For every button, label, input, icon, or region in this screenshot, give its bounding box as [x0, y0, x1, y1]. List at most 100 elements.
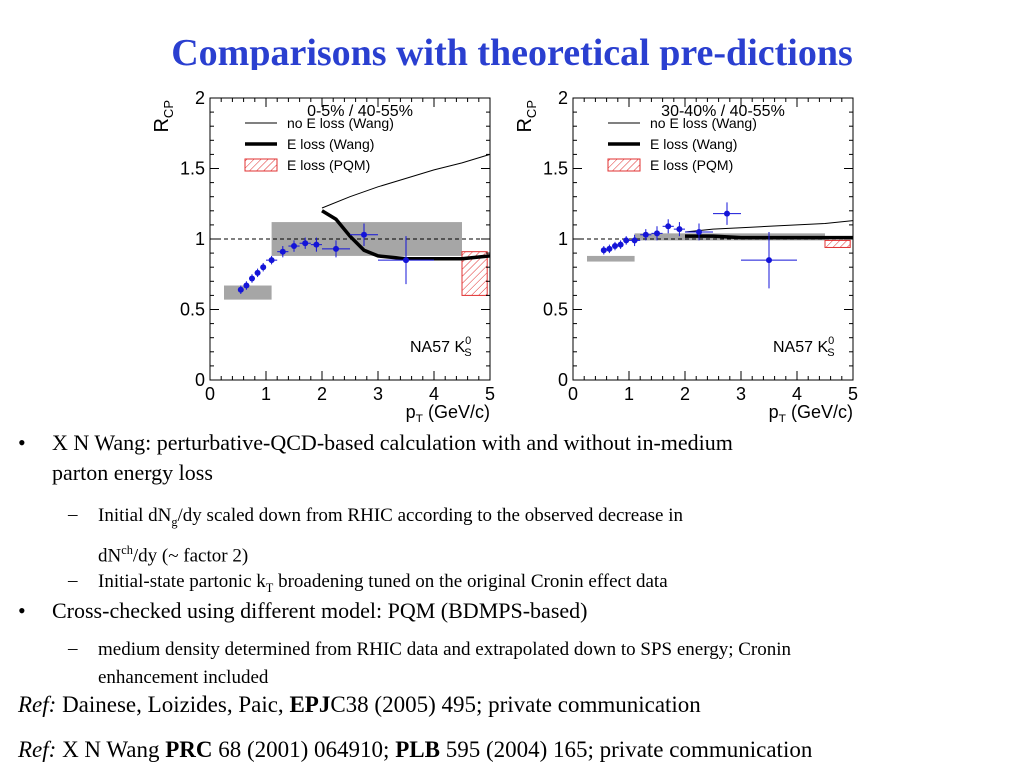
systematic-error-box: [587, 255, 635, 262]
reference-2-authors: X N Wang: [56, 737, 166, 762]
data-point: [291, 243, 297, 250]
legend-label: no E loss (Wang): [650, 115, 757, 131]
sub-bullet-medium-line2: enhancement included: [98, 667, 269, 688]
bullet-wang-line1: X N Wang: perturbative-QCD-based calcula…: [52, 430, 733, 455]
sub-bullet-medium-line1: medium density determined from RHIC data…: [98, 639, 792, 660]
sub-bullet-kt-sub: T: [265, 580, 274, 595]
y-tick-label: 1.5: [543, 159, 568, 179]
legend-swatch-pqm: [607, 158, 641, 172]
data-point: [302, 240, 309, 247]
legend-label: no E loss (Wang): [287, 115, 394, 131]
reference-2-journal-1: PRC: [165, 737, 213, 762]
data-point: [631, 237, 638, 244]
experiment-annotation: NA57 K0 S: [773, 335, 835, 359]
reference-2-journal-2: PLB: [395, 737, 440, 762]
bullet-wang-line2: parton energy loss: [52, 460, 213, 485]
data-point: [654, 230, 660, 237]
x-tick-label: 2: [680, 384, 690, 404]
reference-1: Ref: Dainese, Loizides, Paic, EPJC38 (20…: [18, 692, 701, 718]
slide-title: Comparisons with theoretical pre-diction…: [171, 32, 853, 70]
sub-bullet-dndy-sub: g: [171, 514, 178, 529]
sub-bullet-medium: medium density determined from RHIC data…: [98, 636, 1024, 692]
data-point: [617, 241, 624, 248]
chart-svg: 0 1 2 3 4 5 0 0.5 1 1.5 2 pT (GeV/c) RCP 0-5% / 40-55…: [151, 88, 495, 422]
data-point: [724, 210, 730, 217]
data-point: [268, 257, 275, 264]
reference-1-label: Ref:: [18, 692, 57, 717]
sub-bullet-dndy-d: /dy (~ factor 2): [132, 545, 249, 567]
x-tick-label: 4: [429, 384, 439, 404]
x-tick-label: 3: [736, 384, 746, 404]
legend-label: E loss (PQM): [287, 157, 370, 173]
chart-central-peripheral: 0 1 2 3 4 5 0 0.5 1 1.5 2 pT (GeV/c) RCP 0-5% / 40-55…: [140, 82, 512, 422]
reference-1-rest: C38 (2005) 495; private communication: [330, 692, 701, 717]
curve-no-eloss: [684, 220, 854, 233]
bullet-marker: •: [18, 598, 26, 623]
y-tick-label: 0.5: [543, 300, 568, 320]
legend-label: E loss (Wang): [650, 136, 737, 152]
x-tick-label: 3: [373, 384, 383, 404]
x-tick-label: 5: [848, 384, 858, 404]
data-point: [279, 248, 286, 255]
y-tick-label: 0: [195, 370, 205, 390]
y-tick-label: 2: [195, 88, 205, 108]
data-point: [361, 231, 367, 238]
x-tick-label: 0: [568, 384, 578, 404]
curve-no-eloss: [321, 153, 491, 209]
x-axis-label: pT (GeV/c): [406, 402, 490, 422]
reference-2-rest: 595 (2004) 165; private communication: [439, 737, 813, 762]
reference-2-label: Ref:: [18, 737, 57, 762]
data-point: [623, 237, 630, 244]
bullet-pqm-text: Cross-checked using different model: PQM…: [52, 598, 588, 623]
legend-label: E loss (Wang): [287, 136, 374, 152]
y-axis-label: RCP: [151, 100, 176, 133]
sub-bullet-marker: –: [68, 570, 78, 591]
y-tick-label: 0.5: [180, 300, 205, 320]
y-axis-label: RCP: [514, 100, 539, 133]
pqm-prediction-box: [824, 239, 851, 248]
data-point: [642, 231, 649, 238]
data-point: [333, 245, 339, 252]
legend-swatch-pqm: [244, 158, 278, 172]
sub-bullet-kt-b: broadening tuned on the original Cronin …: [273, 571, 668, 592]
sub-bullet-dndy-sup: ch: [121, 542, 133, 557]
x-tick-label: 4: [792, 384, 802, 404]
data-point: [313, 241, 320, 248]
chart-semiperipheral-peripheral: 0 1 2 3 4 5 0 0.5 1 1.5 2 pT (GeV/c) RCP 30-40% / 40-…: [503, 82, 875, 422]
bullet-marker: •: [18, 430, 26, 455]
panel-label: 30-40% / 40-55%: [661, 103, 785, 120]
data-point: [612, 243, 618, 250]
bullet-wang: X N Wang: perturbative-QCD-based calcula…: [52, 428, 733, 488]
sub-bullet-kt-a: Initial-state partonic k: [98, 571, 266, 592]
y-tick-label: 1: [195, 229, 205, 249]
x-axis-label: pT (GeV/c): [769, 402, 853, 422]
reference-2: Ref: X N Wang PRC 68 (2001) 064910; PLB …: [18, 737, 812, 763]
y-tick-label: 1: [558, 229, 568, 249]
sub-bullet-kt: Initial-state partonic kT broadening tun…: [98, 568, 668, 602]
data-point: [249, 275, 255, 282]
x-tick-label: 1: [624, 384, 634, 404]
data-point: [254, 269, 261, 276]
experiment-annotation: NA57 K0 S: [410, 335, 472, 359]
sub-bullet-dndy: Initial dNg/dy scaled down from RHIC acc…: [98, 502, 683, 570]
curve-eloss: [321, 209, 491, 261]
sub-bullet-marker: –: [68, 638, 78, 659]
y-tick-label: 2: [558, 88, 568, 108]
bullet-pqm: Cross-checked using different model: PQM…: [52, 596, 587, 626]
sub-bullet-marker: –: [68, 504, 78, 525]
x-tick-label: 5: [485, 384, 495, 404]
data-point: [676, 226, 683, 233]
x-tick-label: 0: [205, 384, 215, 404]
x-tick-label: 2: [317, 384, 327, 404]
sub-bullet-dndy-b: /dy scaled down from RHIC according to t…: [177, 505, 683, 526]
chart-svg: 0 1 2 3 4 5 0 0.5 1 1.5 2 pT (GeV/c) RCP 30-40% / 40-…: [514, 88, 858, 422]
y-tick-label: 0: [558, 370, 568, 390]
y-tick-label: 1.5: [180, 159, 205, 179]
data-point: [260, 264, 267, 271]
sub-bullet-dndy-c: dN: [98, 545, 122, 567]
reference-2-mid: 68 (2001) 064910;: [212, 737, 396, 762]
reference-1-authors: Dainese, Loizides, Paic,: [56, 692, 290, 717]
data-point: [665, 223, 672, 230]
data-point: [606, 245, 613, 252]
data-point: [696, 228, 702, 235]
